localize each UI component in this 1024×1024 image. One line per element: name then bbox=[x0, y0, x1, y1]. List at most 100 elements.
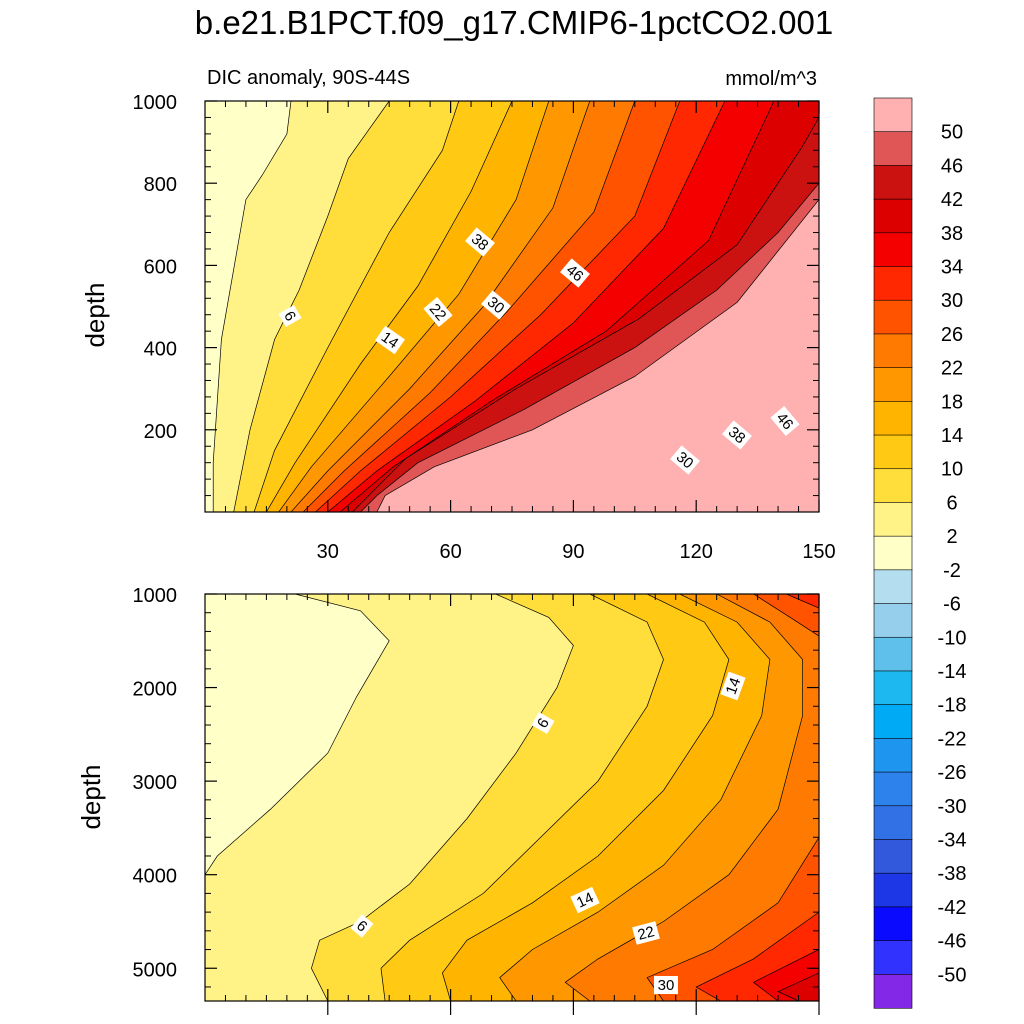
contour-label-box bbox=[770, 406, 800, 436]
contour-line-2 bbox=[205, 594, 390, 875]
contour-label-text: 30 bbox=[658, 977, 675, 994]
contour-fill-38 bbox=[778, 972, 819, 1001]
contour-line-30 bbox=[695, 911, 819, 1001]
y-tick-label: 1000 bbox=[133, 585, 178, 607]
colorbar-box bbox=[873, 839, 913, 874]
contour-label: 6 bbox=[531, 712, 555, 734]
panel-units-string: mmol/m^3 bbox=[725, 68, 817, 90]
colorbar-label: -10 bbox=[938, 627, 967, 649]
colorbar-box bbox=[873, 805, 913, 841]
colorbar-box bbox=[873, 434, 913, 470]
x-tick-label: 30 bbox=[317, 541, 339, 563]
contour-label: 30 bbox=[654, 976, 678, 994]
contour-line-42 bbox=[352, 117, 819, 512]
colorbar-label: -34 bbox=[938, 830, 967, 852]
contour-label: 22 bbox=[423, 297, 453, 327]
contour-fill-26 bbox=[753, 594, 819, 637]
contour-label-box bbox=[560, 258, 590, 288]
contour-line-18 bbox=[499, 594, 771, 1001]
contour-label-box bbox=[465, 227, 495, 257]
lower-contour-fills bbox=[205, 594, 819, 1001]
lower-axes: 1000 2000 3000 4000 5000 bbox=[133, 585, 820, 1015]
colorbar-box bbox=[873, 468, 913, 504]
x-tick-label: 60 bbox=[439, 541, 461, 563]
colorbar-box bbox=[873, 940, 913, 975]
contour-label: 46 bbox=[770, 406, 800, 436]
colorbar-label: -50 bbox=[938, 964, 967, 986]
contour-line-38 bbox=[777, 972, 819, 1001]
colorbar-label: 22 bbox=[941, 358, 963, 380]
contour-line-26 bbox=[302, 101, 636, 512]
contour-label-box bbox=[570, 886, 600, 914]
contour-label-box bbox=[531, 712, 555, 734]
colorbar-label: 26 bbox=[941, 324, 963, 346]
contour-label-box bbox=[375, 325, 405, 355]
colorbar-label: -14 bbox=[938, 661, 967, 683]
contour-label: 6 bbox=[350, 914, 374, 938]
colorbar-box bbox=[873, 603, 913, 638]
contour-fill-22 bbox=[565, 594, 819, 1001]
contour-label-box bbox=[720, 671, 746, 701]
x-tick-label: 150 bbox=[802, 541, 835, 563]
contour-line-46 bbox=[360, 182, 819, 512]
colorbar-label: 10 bbox=[941, 459, 963, 481]
contour-line-26 bbox=[753, 594, 819, 637]
colorbar-label: 6 bbox=[946, 492, 957, 514]
colorbar-label: 18 bbox=[941, 391, 963, 413]
lower-contour-lines bbox=[205, 594, 819, 1001]
figure-title: b.e21.B1PCT.f09_g17.CMIP6-1pctCO2.001 bbox=[195, 4, 833, 41]
panel-left-string: DIC anomaly, 90S-44S bbox=[207, 67, 410, 89]
contour-line-2 bbox=[212, 101, 292, 512]
colorbar-box bbox=[873, 131, 913, 166]
colorbar-label: 50 bbox=[941, 122, 963, 144]
lower-contour-labels: 6 14 6 14 22 30 bbox=[350, 671, 746, 994]
colorbar-box bbox=[873, 771, 913, 807]
colorbar-box bbox=[873, 704, 913, 739]
contour-label-box bbox=[481, 290, 511, 320]
colorbar-box bbox=[873, 502, 913, 537]
y-tick-label: 600 bbox=[144, 256, 177, 278]
contour-line-50 bbox=[376, 199, 819, 512]
colorbar-label: -22 bbox=[938, 728, 967, 750]
colorbar-box bbox=[873, 670, 913, 706]
y-tick-label: 5000 bbox=[133, 959, 178, 981]
contour-line-26 bbox=[646, 837, 819, 1001]
contour-label: 30 bbox=[670, 445, 700, 475]
contour-line-10 bbox=[380, 594, 664, 1001]
colorbar-box bbox=[873, 97, 913, 133]
colorbar-box bbox=[873, 973, 913, 1009]
contour-label-box bbox=[423, 297, 453, 327]
contour-label: 6 bbox=[278, 305, 302, 327]
contour-label: 14 bbox=[570, 886, 600, 914]
colorbar-box bbox=[873, 367, 913, 402]
colorbar-label: -26 bbox=[938, 762, 967, 784]
upper-panel: 6 14 22 30 38 46 30 38 46 30 60 90 120 150 200 400 600 8… bbox=[80, 92, 836, 563]
colorbar-box bbox=[873, 299, 913, 335]
colorbar-label: 2 bbox=[946, 526, 957, 548]
contour-label-box bbox=[654, 976, 678, 994]
colorbar-box bbox=[873, 333, 913, 369]
contour-label-text: 14 bbox=[723, 675, 745, 696]
upper-axes: 30 60 90 120 150 200 400 600 800 1000 bbox=[133, 92, 836, 563]
y-tick-label: 2000 bbox=[133, 679, 178, 701]
contour-label: 38 bbox=[722, 420, 752, 450]
contour-label-box bbox=[278, 305, 302, 327]
contour-line-6 bbox=[233, 101, 390, 512]
contour-label-box bbox=[632, 921, 660, 945]
colorbar-box bbox=[873, 266, 913, 301]
y-tick-label: 400 bbox=[144, 339, 177, 361]
colorbar-label: 14 bbox=[941, 425, 963, 447]
upper-contour-fills bbox=[205, 101, 819, 512]
contour-line-6 bbox=[311, 594, 574, 1001]
contour-line-18 bbox=[278, 101, 550, 512]
colorbar-box bbox=[873, 636, 913, 672]
colorbar-box bbox=[873, 906, 913, 942]
y-tick-label: 1000 bbox=[133, 92, 178, 114]
colorbar-box bbox=[873, 535, 913, 571]
contour-label-text: 14 bbox=[574, 889, 596, 911]
upper-contour-labels: 6 14 22 30 38 46 30 38 46 bbox=[278, 227, 800, 475]
colorbar-label: 46 bbox=[941, 155, 963, 177]
contour-line-30 bbox=[315, 101, 681, 512]
colorbar-box bbox=[873, 232, 913, 268]
